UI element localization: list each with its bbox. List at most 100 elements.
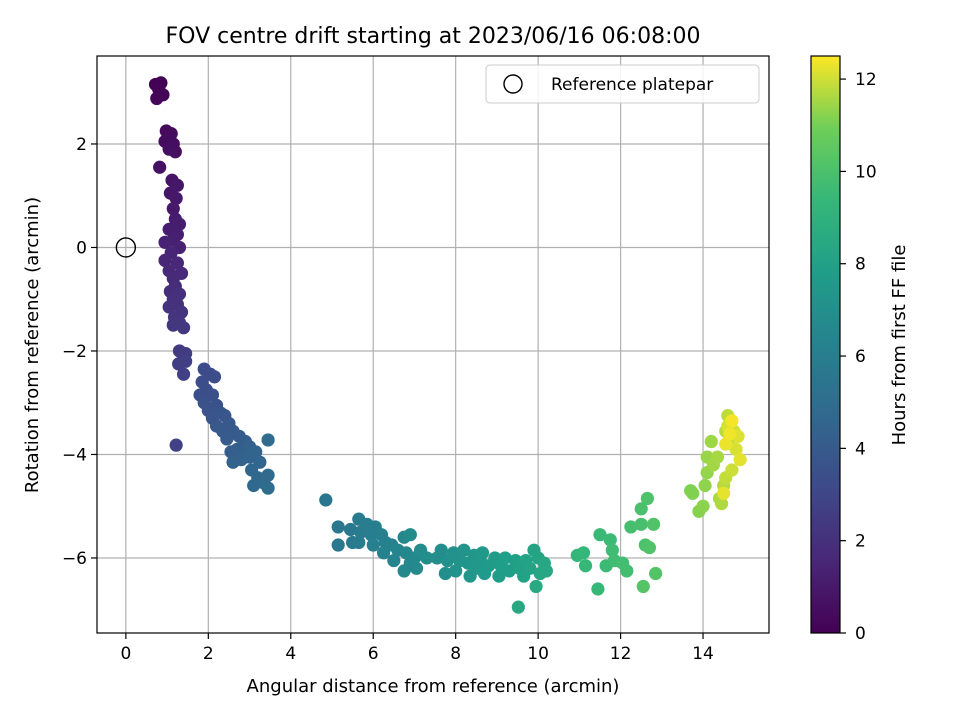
data-point bbox=[698, 478, 712, 493]
data-point bbox=[723, 427, 737, 441]
data-point bbox=[492, 569, 506, 583]
data-point bbox=[176, 321, 191, 335]
data-point bbox=[725, 463, 739, 477]
colorbar-label: Hours from first FF file bbox=[889, 245, 910, 446]
colorbar-gradient bbox=[810, 55, 841, 634]
data-point bbox=[646, 517, 661, 531]
data-point bbox=[717, 486, 731, 500]
colorbar-tick-label: 4 bbox=[855, 439, 866, 459]
data-point bbox=[457, 543, 471, 557]
data-point bbox=[593, 528, 607, 542]
data-point bbox=[261, 481, 275, 495]
colorbar-tick-label: 2 bbox=[855, 532, 866, 552]
data-point bbox=[449, 564, 463, 578]
data-point bbox=[207, 370, 222, 384]
colorbar-tick-label: 6 bbox=[855, 347, 866, 367]
data-point bbox=[649, 566, 663, 581]
chart-title: FOV centre drift starting at 2023/06/16 … bbox=[166, 24, 701, 49]
data-point bbox=[343, 522, 358, 537]
legend-box bbox=[485, 64, 760, 104]
data-point bbox=[162, 300, 176, 314]
data-point bbox=[719, 437, 733, 451]
data-point bbox=[714, 497, 729, 511]
data-point bbox=[704, 434, 718, 449]
data-point bbox=[220, 432, 234, 446]
data-point bbox=[686, 486, 700, 500]
data-point bbox=[261, 468, 275, 482]
data-point bbox=[387, 553, 401, 568]
data-point bbox=[620, 564, 634, 578]
x-tick-label: 6 bbox=[368, 644, 379, 664]
data-point bbox=[434, 543, 448, 557]
y-tick-label: 2 bbox=[76, 135, 87, 155]
colorbar-tick-label: 10 bbox=[855, 162, 877, 182]
data-point bbox=[176, 367, 191, 381]
plot-frame bbox=[96, 55, 770, 634]
y-tick-label: −6 bbox=[62, 549, 87, 569]
data-point bbox=[603, 533, 617, 547]
data-point bbox=[247, 478, 261, 493]
legend-reference-marker bbox=[503, 74, 523, 94]
data-point bbox=[166, 202, 180, 216]
x-axis-label: Angular distance from reference (arcmin) bbox=[247, 676, 620, 697]
data-point bbox=[591, 582, 605, 596]
data-point bbox=[205, 388, 220, 402]
data-point bbox=[397, 564, 411, 578]
data-point bbox=[498, 551, 512, 565]
data-point bbox=[169, 191, 183, 205]
colorbar: 0 2 4 6 8 10 12 Hours from first FF file bbox=[810, 55, 910, 644]
data-point bbox=[170, 256, 184, 270]
y-tick-label: −4 bbox=[62, 445, 87, 465]
x-tick-label: 2 bbox=[203, 644, 214, 664]
data-point bbox=[168, 145, 182, 159]
data-point bbox=[729, 442, 743, 456]
y-axis-ticks: −6 −4 −2 0 2 bbox=[62, 135, 97, 569]
data-point bbox=[158, 253, 172, 268]
data-point bbox=[409, 561, 424, 575]
colorbar-ticks: 0 2 4 6 8 10 12 bbox=[840, 70, 877, 644]
data-point bbox=[376, 546, 391, 560]
data-point bbox=[319, 493, 333, 507]
data-point bbox=[710, 450, 725, 464]
x-tick-label: 8 bbox=[450, 644, 461, 664]
data-point bbox=[420, 551, 434, 565]
x-tick-label: 10 bbox=[527, 644, 549, 664]
data-point bbox=[640, 491, 654, 506]
data-point bbox=[733, 453, 747, 467]
data-point bbox=[261, 433, 275, 447]
x-tick-label: 4 bbox=[285, 644, 296, 664]
colorbar-tick-label: 12 bbox=[855, 70, 877, 90]
data-point bbox=[158, 235, 172, 249]
data-point bbox=[331, 538, 345, 552]
data-point bbox=[153, 160, 167, 174]
colorbar-tick-label: 0 bbox=[855, 624, 866, 644]
legend-reference-label: Reference platepar bbox=[551, 75, 713, 95]
data-point bbox=[539, 564, 553, 578]
data-point bbox=[605, 543, 619, 557]
legend: Reference platepar bbox=[485, 64, 760, 104]
data-point bbox=[169, 438, 183, 452]
data-point bbox=[172, 217, 187, 231]
data-point bbox=[475, 546, 490, 560]
data-point bbox=[523, 561, 537, 575]
data-point bbox=[502, 564, 516, 578]
data-point bbox=[576, 546, 591, 560]
data-point bbox=[352, 535, 366, 550]
data-point bbox=[249, 445, 263, 459]
data-point bbox=[642, 541, 657, 555]
data-point bbox=[636, 579, 650, 594]
data-point bbox=[634, 517, 648, 531]
data-point bbox=[166, 318, 180, 332]
data-point bbox=[403, 528, 417, 542]
x-tick-label: 12 bbox=[610, 644, 632, 664]
grid-lines bbox=[97, 56, 769, 633]
data-point bbox=[578, 559, 593, 573]
data-point bbox=[253, 455, 267, 469]
data-point bbox=[725, 414, 739, 428]
data-point bbox=[331, 520, 345, 534]
data-point bbox=[150, 91, 164, 106]
data-point bbox=[511, 600, 525, 614]
data-point bbox=[634, 502, 648, 516]
data-point bbox=[179, 354, 193, 368]
